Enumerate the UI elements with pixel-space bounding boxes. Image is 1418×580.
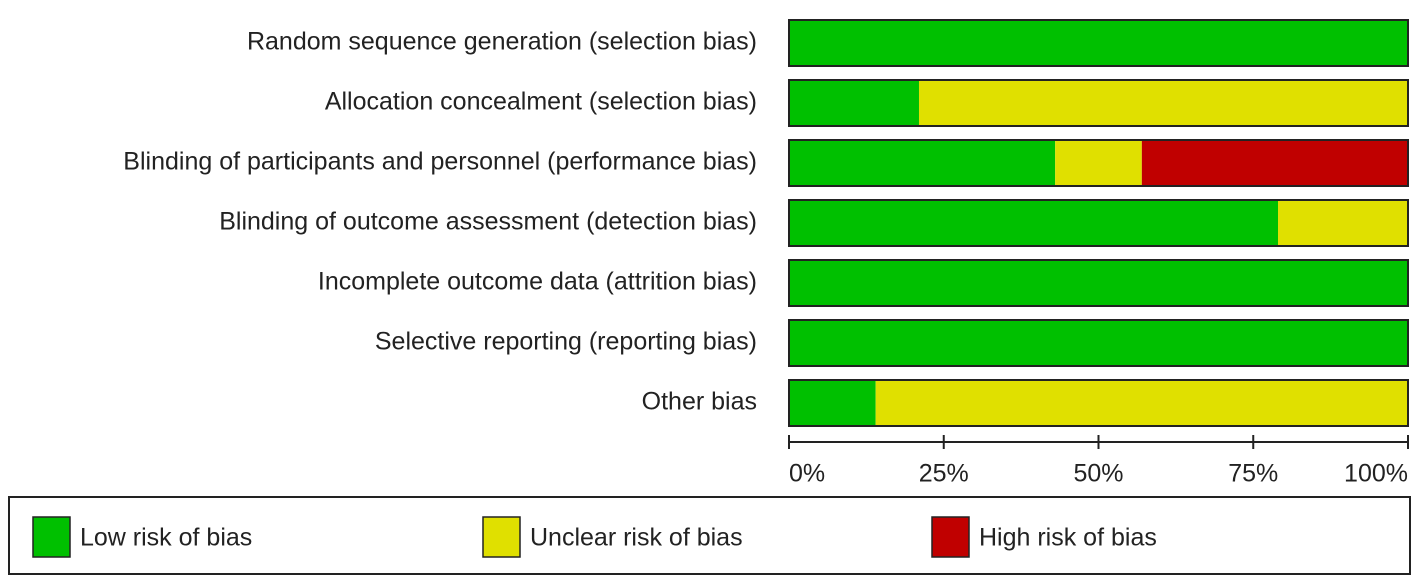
bar-outline <box>788 379 1409 427</box>
legend-box <box>8 496 1411 575</box>
legend-label: Low risk of bias <box>80 524 252 552</box>
bar-segment <box>1141 140 1408 186</box>
bar-segment <box>789 140 1056 186</box>
x-tick-label: 0% <box>789 460 825 488</box>
category-label: Blinding of outcome assessment (detectio… <box>219 208 757 236</box>
x-tick-label: 75% <box>1228 460 1278 488</box>
bar-segment <box>789 80 919 126</box>
bar-outline <box>788 19 1409 67</box>
legend-swatch <box>482 516 521 558</box>
x-tick-label: 100% <box>1344 460 1408 488</box>
bar-segment <box>789 200 1279 246</box>
category-label: Blinding of participants and personnel (… <box>123 148 757 176</box>
bar-segment <box>789 320 1408 366</box>
legend-swatch <box>32 516 71 558</box>
legend-label: Unclear risk of bias <box>530 524 743 552</box>
category-label: Selective reporting (reporting bias) <box>375 328 757 356</box>
bar-outline <box>788 199 1409 247</box>
legend-swatch <box>931 516 970 558</box>
x-tick-label: 25% <box>919 460 969 488</box>
bar-segment <box>918 80 1408 126</box>
category-label: Random sequence generation (selection bi… <box>247 28 757 56</box>
bar-outline <box>788 79 1409 127</box>
bar-segment <box>789 20 1408 66</box>
legend-label: High risk of bias <box>979 524 1157 552</box>
category-label: Other bias <box>642 388 757 416</box>
bar-segment <box>1055 140 1142 186</box>
x-tick-label: 50% <box>1073 460 1123 488</box>
category-label: Allocation concealment (selection bias) <box>325 88 757 116</box>
bar-segment <box>789 380 876 426</box>
bar-segment <box>789 260 1408 306</box>
bar-outline <box>788 319 1409 367</box>
bar-outline <box>788 139 1409 187</box>
bar-segment <box>1278 200 1408 246</box>
bar-outline <box>788 259 1409 307</box>
bar-segment <box>875 380 1408 426</box>
category-label: Incomplete outcome data (attrition bias) <box>318 268 757 296</box>
